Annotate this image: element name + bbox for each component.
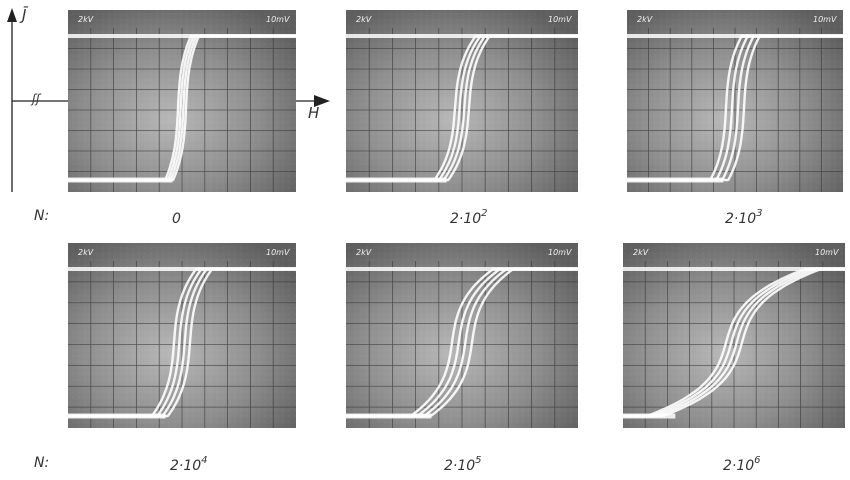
loop-branch [623, 267, 845, 418]
hysteresis-loop [68, 34, 296, 183]
x-axis-label: H [308, 104, 320, 122]
loop-branch [346, 34, 578, 182]
panel-6-label: 2·106 [723, 455, 761, 474]
panel-1-label: 0 [172, 209, 181, 226]
panel-header-left: 2kV [637, 15, 653, 24]
loop-branch [68, 34, 296, 182]
loop-branch [68, 34, 296, 182]
panel-5-exp: 5 [475, 455, 482, 466]
loop-branch [68, 267, 296, 418]
panel-header-left: 2kV [78, 15, 94, 24]
oscilloscope-panel-4: 2kV 10mV [68, 243, 296, 428]
panel-5-base: 2·10 [444, 458, 476, 474]
loop-branch [346, 267, 578, 418]
loop-branch [627, 34, 843, 182]
loop-branch [68, 34, 296, 182]
hysteresis-loop [346, 267, 578, 419]
oscilloscope-panel-5: 2kV 10mV [346, 243, 578, 428]
panel-header-left: 2kV [633, 248, 649, 257]
panel-6-exp: 6 [754, 455, 761, 466]
hysteresis-loop [346, 34, 578, 183]
loop-branch [346, 34, 578, 182]
origin-marker: ʃʃ [32, 92, 41, 106]
panel-header-right: 10mV [813, 15, 837, 24]
oscilloscope-panel-1: 2kV 10mV [68, 10, 296, 192]
panel-4-base: 2·10 [170, 458, 202, 474]
panel-header-left: 2kV [78, 248, 94, 257]
panel-2-base: 2·10 [450, 211, 482, 227]
loop-branch [627, 34, 843, 182]
loop-branch [68, 267, 296, 418]
panel-3-label: 2·103 [725, 208, 763, 227]
y-axis-arrow [7, 8, 17, 22]
loop-branch [627, 34, 843, 182]
panel-header-left: 2kV [356, 248, 372, 257]
panel-header-right: 10mV [266, 15, 290, 24]
loop-branch [68, 34, 296, 182]
panel-header-right: 10mV [266, 248, 290, 257]
panel-3-exp: 3 [756, 208, 763, 219]
graticule [623, 261, 845, 428]
panel-2-label: 2·102 [450, 208, 488, 227]
panel-5-label: 2·105 [444, 455, 482, 474]
panel-header-right: 10mV [548, 15, 572, 24]
panel-2-exp: 2 [481, 208, 488, 219]
hysteresis-loop [627, 34, 843, 183]
oscilloscope-panel-6: 2kV 10mV [623, 243, 845, 428]
loop-branch [346, 267, 578, 418]
loop-branch [627, 34, 843, 182]
hysteresis-loop [623, 267, 845, 419]
y-axis-label: J̄ [22, 6, 27, 24]
panel-4-exp: 4 [201, 455, 208, 466]
oscilloscope-panels: 2kV 10mV 2kV 10mV 2kV 10mV 2kV 10mV 2kV 10mV 2kV 10… [68, 10, 845, 428]
graticule [346, 261, 578, 428]
loop-branch [346, 267, 578, 418]
loop-branch [68, 267, 296, 418]
loop-branch [623, 267, 845, 418]
hysteresis-loop [68, 267, 296, 419]
loop-branch [623, 267, 845, 418]
x-axis-arrow [314, 95, 330, 107]
loop-branch [346, 34, 578, 182]
panel-header-left: 2kV [356, 15, 372, 24]
panel-1-base: 0 [172, 211, 181, 227]
panel-3-base: 2·10 [725, 211, 757, 227]
panel-4-label: 2·104 [170, 455, 208, 474]
loop-branch [68, 267, 296, 418]
panel-6-base: 2·10 [723, 458, 755, 474]
row1-prefix: N: [34, 208, 50, 224]
panel-header-right: 10mV [548, 248, 572, 257]
panel-header-right: 10mV [815, 248, 839, 257]
oscilloscope-panel-2: 2kV 10mV [346, 10, 578, 192]
loop-branch [346, 34, 578, 182]
loop-branch [346, 267, 578, 418]
oscilloscope-panel-3: 2kV 10mV [627, 10, 843, 192]
row2-prefix: N: [34, 455, 50, 471]
loop-branch [623, 267, 845, 418]
